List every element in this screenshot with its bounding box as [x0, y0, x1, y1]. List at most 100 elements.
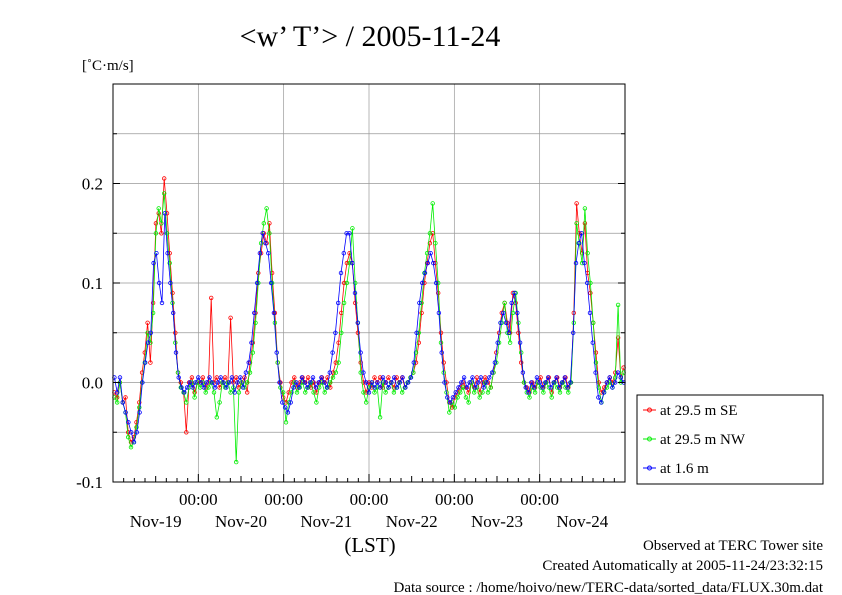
data-point — [264, 206, 269, 211]
data-point — [413, 350, 419, 355]
data-point — [549, 395, 554, 400]
data-point — [531, 385, 537, 390]
data-point — [422, 270, 428, 276]
data-point — [394, 385, 400, 390]
x-tick-label: 00:00 — [350, 490, 389, 509]
data-point — [428, 250, 433, 256]
data-point — [430, 201, 435, 206]
x-day-label: Nov-20 — [215, 512, 267, 531]
data-point — [159, 231, 164, 236]
x-tick-label: 00:00 — [264, 490, 303, 509]
data-point — [299, 375, 305, 380]
data-point — [506, 330, 512, 335]
data-point — [204, 380, 209, 385]
data-point — [344, 260, 350, 266]
data-point — [361, 390, 366, 395]
data-point — [372, 375, 377, 380]
data-point — [427, 240, 433, 246]
data-point — [222, 375, 228, 380]
data-point — [117, 375, 123, 380]
data-point — [288, 400, 293, 405]
data-point — [200, 375, 206, 380]
data-point — [358, 370, 363, 375]
data-point — [503, 320, 509, 325]
data-point — [554, 375, 559, 380]
data-point — [235, 380, 240, 385]
data-point — [330, 350, 335, 355]
data-point — [291, 385, 296, 390]
data-point — [386, 385, 391, 390]
legend-swatch-marker — [647, 465, 652, 471]
data-point — [221, 380, 226, 385]
data-point — [492, 360, 498, 365]
data-point — [456, 385, 461, 390]
y-tick-labels: -0.1 0.0 0.1 0.2 — [76, 83, 625, 492]
data-point — [389, 380, 394, 385]
data-point — [540, 385, 545, 390]
data-point — [184, 430, 189, 435]
data-point — [246, 360, 251, 365]
data-point — [408, 375, 414, 380]
data-point — [377, 415, 383, 420]
data-point — [286, 390, 291, 395]
data-point — [128, 445, 134, 450]
data-point — [224, 385, 229, 390]
data-point — [519, 360, 524, 365]
data-point — [577, 231, 582, 236]
data-point — [615, 335, 621, 340]
data-point — [579, 231, 584, 236]
legend-box — [636, 394, 824, 485]
data-point — [615, 370, 621, 375]
data-point — [467, 380, 472, 385]
data-point — [208, 295, 214, 301]
data-point — [411, 370, 416, 375]
data-point — [579, 260, 585, 266]
data-point — [545, 375, 551, 380]
data-point — [455, 395, 460, 400]
data-point — [153, 221, 159, 226]
data-point — [268, 280, 274, 286]
data-point — [302, 380, 307, 385]
data-point — [364, 400, 369, 405]
data-point — [372, 385, 377, 390]
data-point — [196, 375, 201, 380]
data-point — [341, 250, 346, 256]
data-point — [218, 375, 223, 380]
data-point — [313, 385, 318, 390]
x-axis-label: (LST) — [344, 533, 395, 557]
data-point — [303, 390, 308, 395]
data-point — [170, 290, 175, 296]
data-point — [375, 380, 380, 385]
data-point — [498, 320, 503, 325]
data-point — [254, 280, 260, 286]
data-point — [333, 330, 338, 335]
data-point — [411, 360, 416, 365]
data-point — [325, 375, 330, 380]
data-point — [240, 385, 246, 390]
data-point — [353, 300, 358, 306]
data-point — [417, 300, 422, 306]
data-point — [168, 280, 173, 286]
data-point — [165, 250, 170, 256]
data-point — [483, 375, 488, 380]
data-point — [190, 385, 195, 390]
data-point — [447, 400, 453, 405]
data-point — [324, 385, 330, 390]
data-point — [156, 280, 162, 286]
data-point — [250, 350, 255, 355]
data-point — [548, 385, 554, 390]
data-point — [128, 430, 134, 435]
data-point — [568, 380, 573, 385]
data-point — [228, 315, 233, 320]
data-point — [499, 320, 504, 325]
chart-title: <w’ T’> / 2005-11-24 — [240, 20, 501, 53]
data-point — [414, 330, 419, 335]
data-point — [383, 380, 388, 385]
series-3 — [112, 211, 626, 445]
data-point — [565, 385, 570, 390]
data-point — [281, 390, 286, 395]
data-point — [280, 400, 285, 405]
legend: at 29.5 m SE at 29.5 m NW at 1.6 m — [636, 394, 824, 485]
data-point — [285, 410, 291, 415]
data-point — [336, 300, 341, 306]
